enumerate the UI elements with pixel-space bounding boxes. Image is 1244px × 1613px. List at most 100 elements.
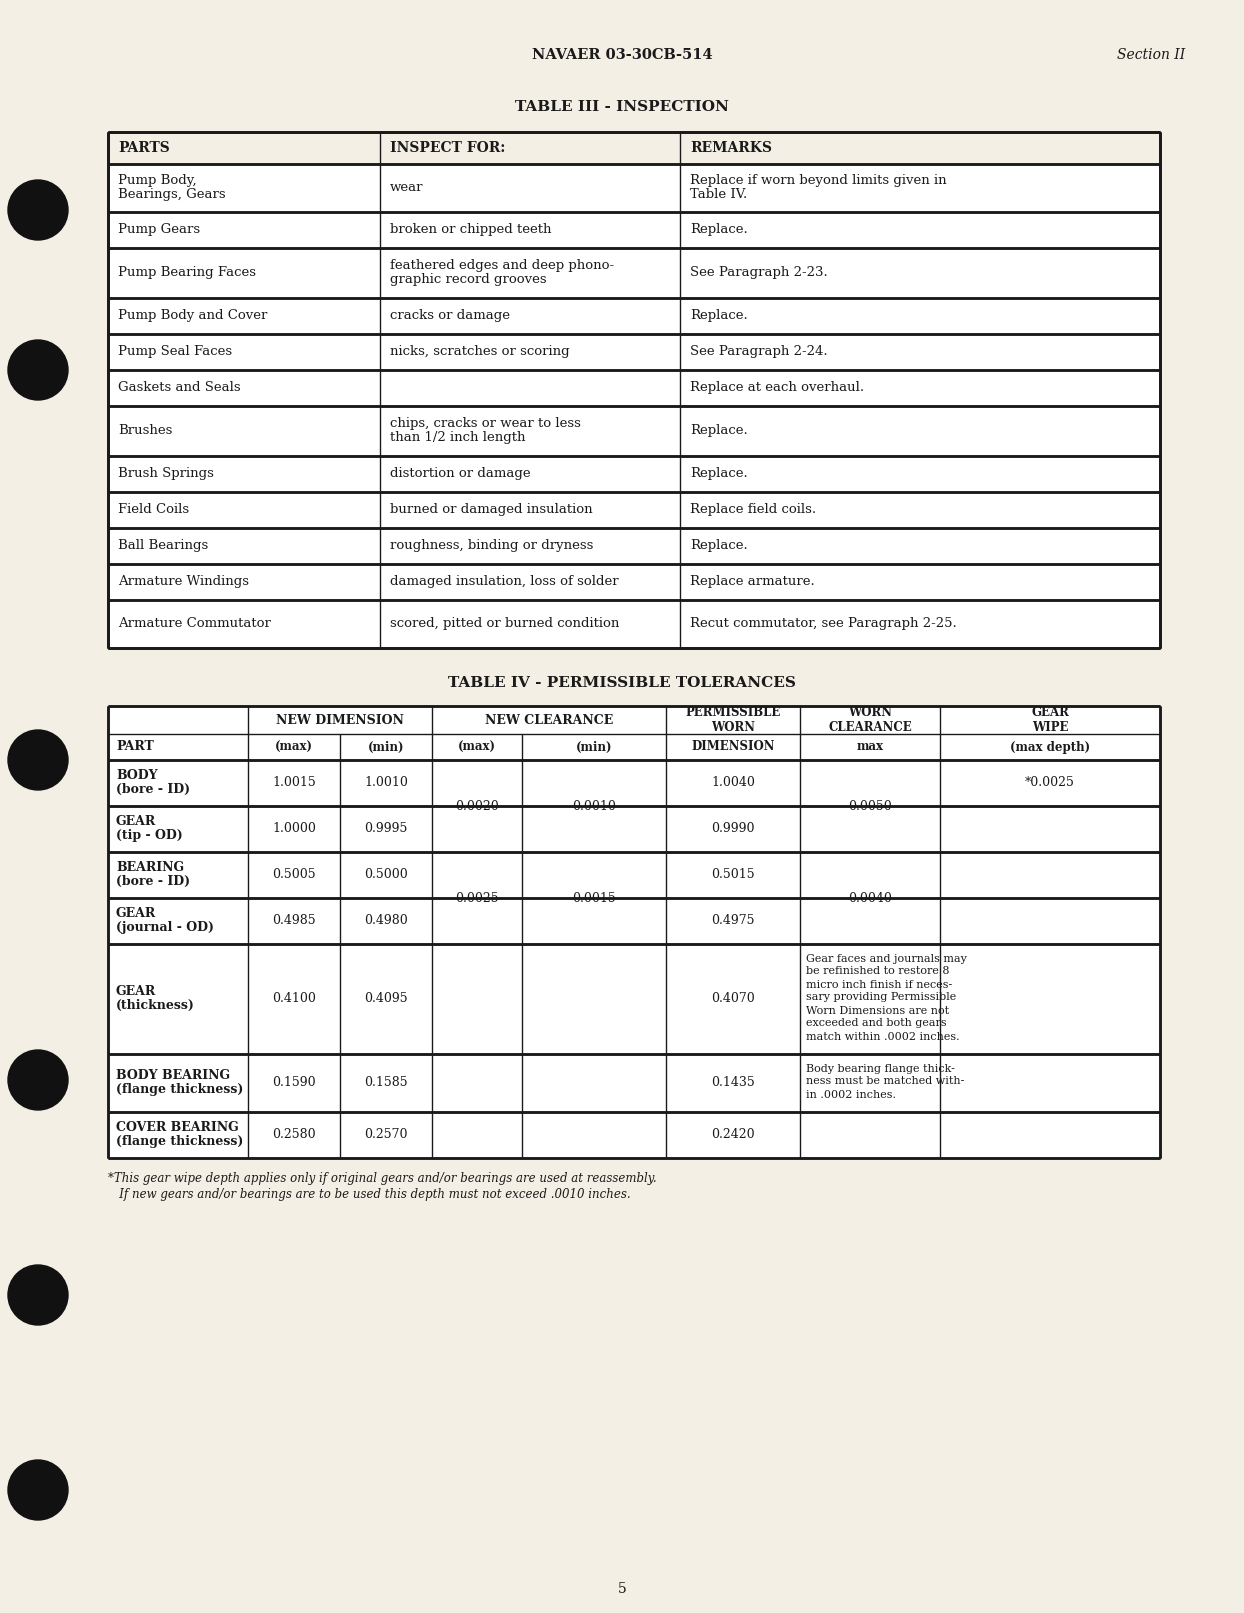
Bar <box>108 334 1159 369</box>
Text: 0.0010: 0.0010 <box>572 800 616 813</box>
Bar <box>108 492 1159 527</box>
Text: GEAR: GEAR <box>116 815 157 827</box>
Text: See Paragraph 2-23.: See Paragraph 2-23. <box>690 266 827 279</box>
Text: PART: PART <box>116 740 154 753</box>
Text: Gaskets and Seals: Gaskets and Seals <box>118 381 240 394</box>
Bar <box>108 706 1159 760</box>
Text: See Paragraph 2-24.: See Paragraph 2-24. <box>690 345 827 358</box>
Text: Brushes: Brushes <box>118 424 173 437</box>
Text: 0.5000: 0.5000 <box>364 868 408 881</box>
Text: Bearings, Gears: Bearings, Gears <box>118 189 225 202</box>
Text: 0.4070: 0.4070 <box>712 992 755 1005</box>
Bar <box>108 527 1159 565</box>
Text: Pump Body,: Pump Body, <box>118 174 197 187</box>
Text: 1.0010: 1.0010 <box>364 776 408 789</box>
Text: burned or damaged insulation: burned or damaged insulation <box>391 503 592 516</box>
Text: Replace field coils.: Replace field coils. <box>690 503 816 516</box>
Text: NEW DIMENSION: NEW DIMENSION <box>276 713 404 726</box>
Text: (max): (max) <box>275 740 313 753</box>
Text: 0.4095: 0.4095 <box>364 992 408 1005</box>
Circle shape <box>7 1265 68 1324</box>
Text: broken or chipped teeth: broken or chipped teeth <box>391 223 551 235</box>
Text: PARTS: PARTS <box>118 140 169 155</box>
Bar <box>108 944 1159 1053</box>
Bar <box>108 806 1159 852</box>
Text: *This gear wipe depth applies only if original gears and/or bearings are used at: *This gear wipe depth applies only if or… <box>108 1173 657 1186</box>
Text: be refinished to restore 8: be refinished to restore 8 <box>806 966 949 976</box>
Text: 0.5015: 0.5015 <box>712 868 755 881</box>
Text: in .0002 inches.: in .0002 inches. <box>806 1089 896 1100</box>
Text: 0.4985: 0.4985 <box>272 915 316 927</box>
Text: damaged insulation, loss of solder: damaged insulation, loss of solder <box>391 574 618 589</box>
Text: 0.0020: 0.0020 <box>455 800 499 813</box>
Circle shape <box>7 181 68 240</box>
Text: Body bearing flange thick-: Body bearing flange thick- <box>806 1063 955 1074</box>
Text: 0.5005: 0.5005 <box>272 868 316 881</box>
Text: COVER BEARING: COVER BEARING <box>116 1121 239 1134</box>
Text: distortion or damage: distortion or damage <box>391 468 531 481</box>
Text: NEW CLEARANCE: NEW CLEARANCE <box>485 713 613 726</box>
Text: (min): (min) <box>576 740 612 753</box>
Text: PERMISSIBLE
WORN: PERMISSIBLE WORN <box>685 706 781 734</box>
Text: Replace.: Replace. <box>690 424 748 437</box>
Text: TABLE IV - PERMISSIBLE TOLERANCES: TABLE IV - PERMISSIBLE TOLERANCES <box>448 676 796 690</box>
Text: GEAR: GEAR <box>116 907 157 919</box>
Text: match within .0002 inches.: match within .0002 inches. <box>806 1031 959 1042</box>
Text: feathered edges and deep phono-: feathered edges and deep phono- <box>391 260 615 273</box>
Text: 0.0050: 0.0050 <box>848 800 892 813</box>
Text: BODY BEARING: BODY BEARING <box>116 1069 230 1082</box>
Text: Armature Windings: Armature Windings <box>118 574 249 589</box>
Text: NAVAER 03-30CB-514: NAVAER 03-30CB-514 <box>531 48 713 61</box>
Text: 0.1590: 0.1590 <box>272 1076 316 1089</box>
Text: Replace.: Replace. <box>690 310 748 323</box>
Text: (bore - ID): (bore - ID) <box>116 782 190 795</box>
Text: Section II: Section II <box>1117 48 1186 61</box>
Text: (min): (min) <box>368 740 404 753</box>
Circle shape <box>7 1460 68 1519</box>
Bar <box>108 852 1159 898</box>
Bar <box>108 456 1159 492</box>
Text: Replace if worn beyond limits given in: Replace if worn beyond limits given in <box>690 174 947 187</box>
Text: 1.0015: 1.0015 <box>272 776 316 789</box>
Text: micro inch finish if neces-: micro inch finish if neces- <box>806 979 952 989</box>
Text: than 1/2 inch length: than 1/2 inch length <box>391 431 525 444</box>
Text: WORN
CLEARANCE: WORN CLEARANCE <box>829 706 912 734</box>
Text: Pump Seal Faces: Pump Seal Faces <box>118 345 233 358</box>
Text: Field Coils: Field Coils <box>118 503 189 516</box>
Text: Ball Bearings: Ball Bearings <box>118 539 208 552</box>
Bar <box>108 898 1159 944</box>
Text: (thickness): (thickness) <box>116 998 195 1011</box>
Text: *0.0025: *0.0025 <box>1025 776 1075 789</box>
Text: Armature Commutator: Armature Commutator <box>118 618 271 631</box>
Text: Replace at each overhaul.: Replace at each overhaul. <box>690 381 865 394</box>
Bar <box>108 211 1159 248</box>
Text: 0.2580: 0.2580 <box>272 1129 316 1142</box>
Text: (max): (max) <box>458 740 496 753</box>
Text: roughness, binding or dryness: roughness, binding or dryness <box>391 539 593 552</box>
Text: graphic record grooves: graphic record grooves <box>391 273 546 286</box>
Text: Pump Gears: Pump Gears <box>118 223 200 235</box>
Bar <box>108 1053 1159 1111</box>
Text: Pump Bearing Faces: Pump Bearing Faces <box>118 266 256 279</box>
Text: 0.4975: 0.4975 <box>712 915 755 927</box>
Text: max: max <box>857 740 883 753</box>
Text: (bore - ID): (bore - ID) <box>116 874 190 889</box>
Text: GEAR: GEAR <box>116 986 157 998</box>
Text: sary providing Permissible: sary providing Permissible <box>806 992 957 1003</box>
Text: Replace.: Replace. <box>690 468 748 481</box>
Text: 0.0025: 0.0025 <box>455 892 499 905</box>
Text: If new gears and/or bearings are to be used this depth must not exceed .0010 inc: If new gears and/or bearings are to be u… <box>108 1189 631 1202</box>
Circle shape <box>7 731 68 790</box>
Bar <box>108 760 1159 806</box>
Text: 5: 5 <box>617 1582 627 1595</box>
Text: Recut commutator, see Paragraph 2-25.: Recut commutator, see Paragraph 2-25. <box>690 618 957 631</box>
Text: (flange thickness): (flange thickness) <box>116 1082 244 1095</box>
Text: nicks, scratches or scoring: nicks, scratches or scoring <box>391 345 570 358</box>
Text: Replace.: Replace. <box>690 539 748 552</box>
Text: 0.0015: 0.0015 <box>572 892 616 905</box>
Text: 0.9990: 0.9990 <box>712 823 755 836</box>
Text: ness must be matched with-: ness must be matched with- <box>806 1076 964 1087</box>
Bar <box>108 565 1159 600</box>
Text: 0.2570: 0.2570 <box>364 1129 408 1142</box>
Text: 0.4980: 0.4980 <box>364 915 408 927</box>
